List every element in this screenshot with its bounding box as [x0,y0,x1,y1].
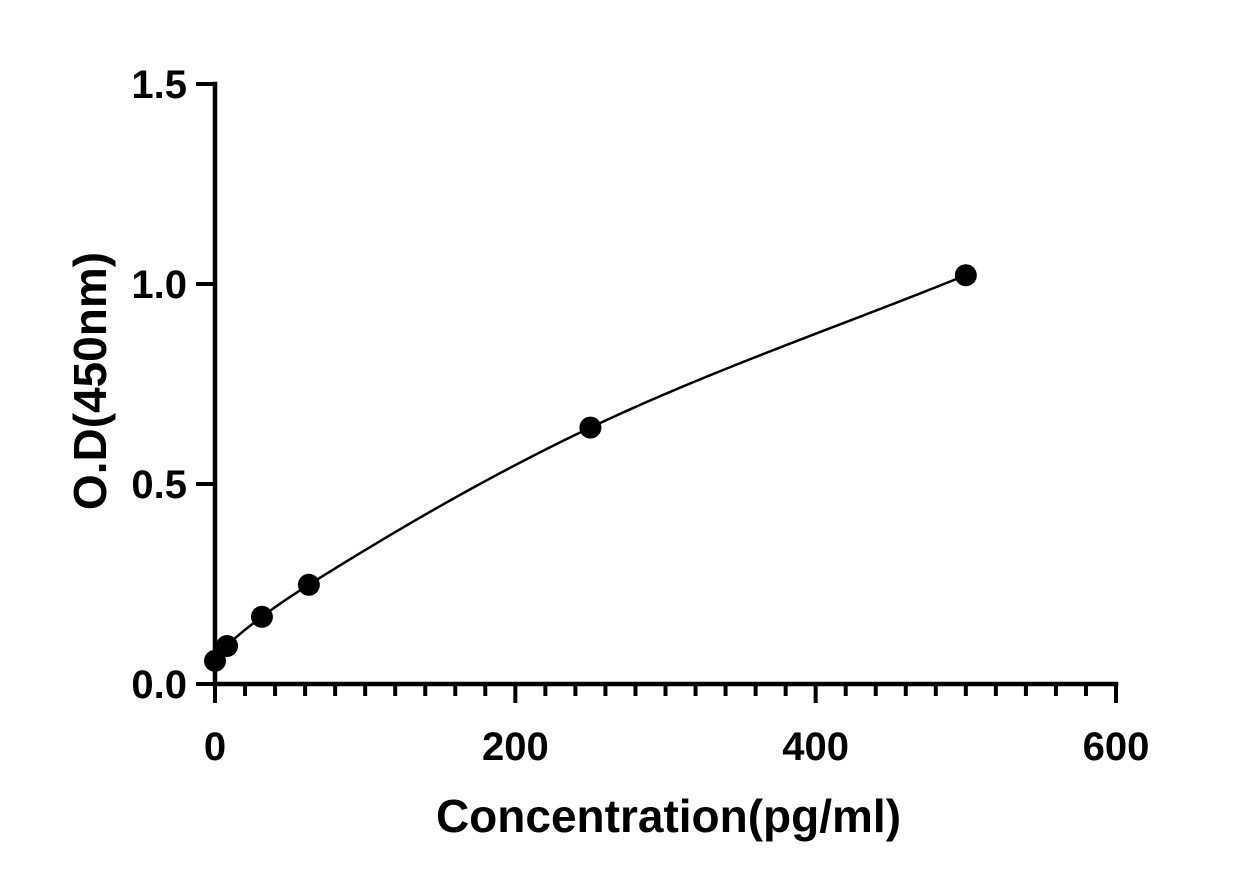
x-tick-label: 600 [1083,725,1150,769]
y-axis-tick-labels: 0.0 0.5 1.0 1.5 [131,63,187,707]
x-tick-label: 400 [782,725,849,769]
y-axis-ticks [196,82,215,686]
x-axis-ticks [213,684,1118,703]
data-point [579,416,602,439]
fit-curve [214,274,967,662]
data-point [250,605,273,628]
data-point [204,649,226,672]
x-axis-tick-labels: 0 200 400 600 [204,725,1150,769]
data-point [954,264,977,287]
y-tick-label: 1.0 [131,263,187,307]
data-point [297,573,320,596]
x-tick-label: 200 [482,725,549,769]
x-tick-label: 0 [204,725,226,769]
y-tick-label: 0.5 [131,463,187,507]
y-axis-title: O.D(450nm) [64,252,116,510]
data-point [216,635,239,657]
y-tick-label: 0.0 [131,663,187,707]
y-tick-label: 1.5 [131,63,187,107]
x-axis-title: Concentration(pg/ml) [436,790,901,842]
data-points [204,264,977,672]
